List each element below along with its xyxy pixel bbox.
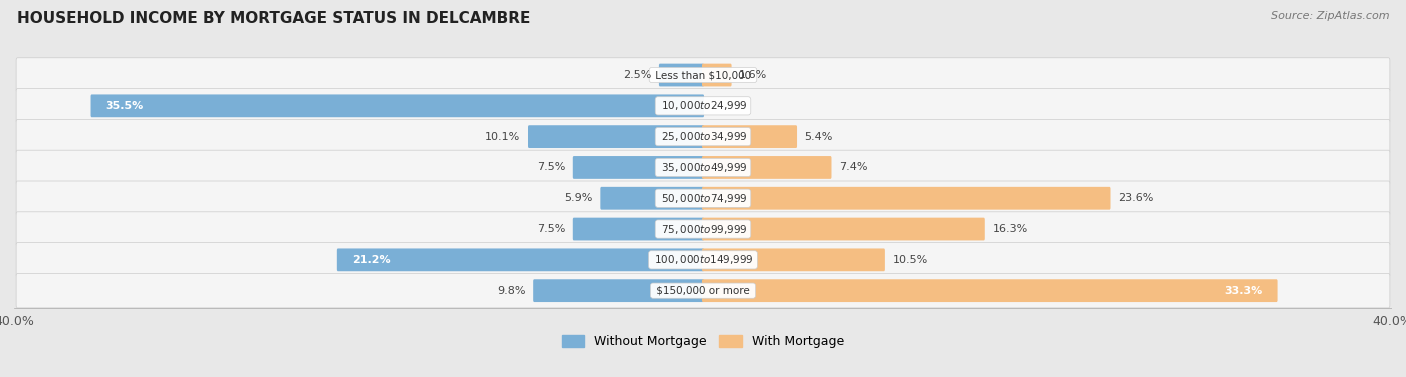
FancyBboxPatch shape [337,248,704,271]
FancyBboxPatch shape [15,58,1391,92]
FancyBboxPatch shape [702,248,884,271]
FancyBboxPatch shape [15,273,1391,308]
Text: HOUSEHOLD INCOME BY MORTGAGE STATUS IN DELCAMBRE: HOUSEHOLD INCOME BY MORTGAGE STATUS IN D… [17,11,530,26]
FancyBboxPatch shape [15,150,1391,185]
Text: 10.5%: 10.5% [893,255,928,265]
FancyBboxPatch shape [529,125,704,148]
FancyBboxPatch shape [702,64,731,86]
Text: 9.8%: 9.8% [498,286,526,296]
Text: Less than $10,000: Less than $10,000 [652,70,754,80]
Text: $50,000 to $74,999: $50,000 to $74,999 [658,192,748,205]
Text: 10.1%: 10.1% [485,132,520,142]
FancyBboxPatch shape [702,218,984,241]
FancyBboxPatch shape [572,218,704,241]
FancyBboxPatch shape [702,125,797,148]
FancyBboxPatch shape [15,243,1391,277]
FancyBboxPatch shape [600,187,704,210]
FancyBboxPatch shape [15,89,1391,123]
Text: 35.5%: 35.5% [105,101,143,111]
Text: 7.5%: 7.5% [537,224,565,234]
FancyBboxPatch shape [659,64,704,86]
Text: $25,000 to $34,999: $25,000 to $34,999 [658,130,748,143]
FancyBboxPatch shape [15,212,1391,246]
Text: $150,000 or more: $150,000 or more [652,286,754,296]
FancyBboxPatch shape [90,94,704,117]
Text: 5.4%: 5.4% [804,132,832,142]
Legend: Without Mortgage, With Mortgage: Without Mortgage, With Mortgage [562,336,844,348]
Text: $35,000 to $49,999: $35,000 to $49,999 [658,161,748,174]
FancyBboxPatch shape [15,181,1391,216]
Text: 1.6%: 1.6% [740,70,768,80]
Text: 7.4%: 7.4% [839,162,868,172]
Text: 7.5%: 7.5% [537,162,565,172]
FancyBboxPatch shape [572,156,704,179]
FancyBboxPatch shape [702,279,1278,302]
Text: $10,000 to $24,999: $10,000 to $24,999 [658,99,748,112]
Text: 2.5%: 2.5% [623,70,651,80]
FancyBboxPatch shape [15,120,1391,154]
FancyBboxPatch shape [533,279,704,302]
FancyBboxPatch shape [702,187,1111,210]
Text: 33.3%: 33.3% [1225,286,1263,296]
Text: 5.9%: 5.9% [564,193,593,203]
Text: 21.2%: 21.2% [352,255,391,265]
Text: 16.3%: 16.3% [993,224,1028,234]
Text: Source: ZipAtlas.com: Source: ZipAtlas.com [1271,11,1389,21]
Text: $100,000 to $149,999: $100,000 to $149,999 [651,253,755,267]
FancyBboxPatch shape [702,156,831,179]
Text: 23.6%: 23.6% [1118,193,1153,203]
Text: $75,000 to $99,999: $75,000 to $99,999 [658,222,748,236]
